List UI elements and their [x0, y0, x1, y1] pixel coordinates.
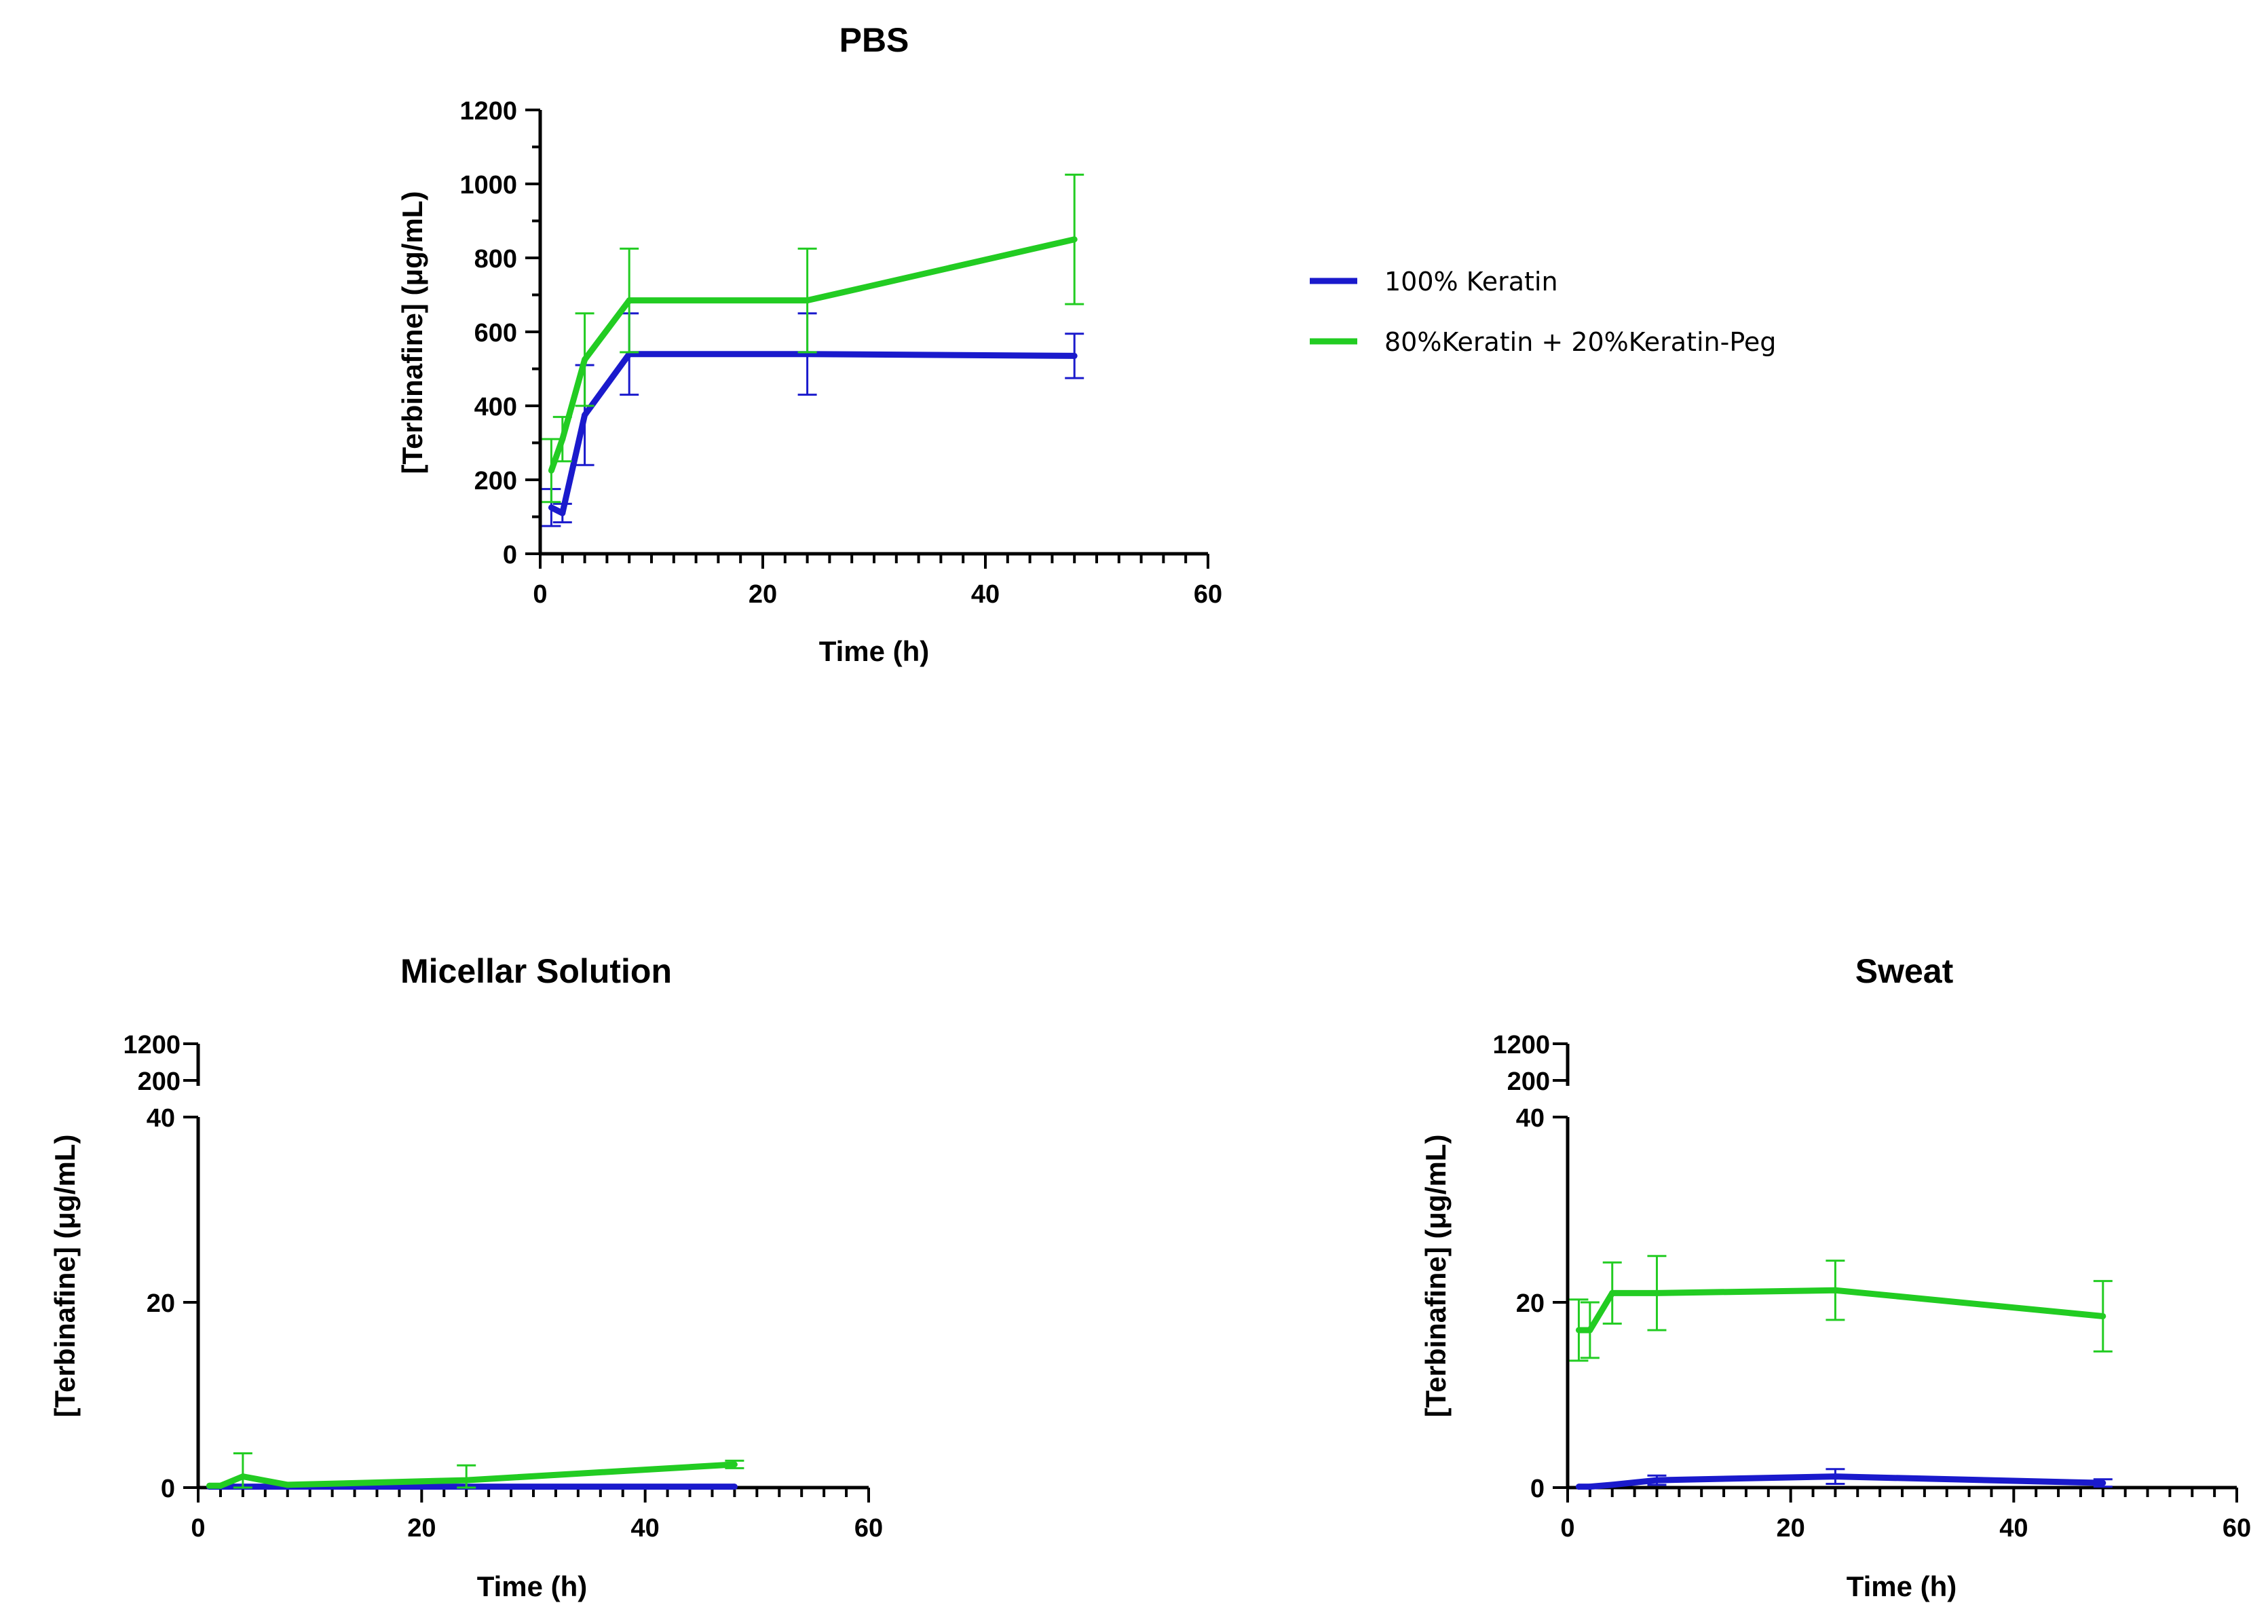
data-point	[804, 297, 811, 304]
x-tick-label: 20	[407, 1514, 436, 1543]
y-tick-label: 40	[147, 1104, 175, 1133]
x-tick-label: 20	[1777, 1514, 1805, 1543]
data-point	[548, 504, 554, 511]
x-tick-label: 0	[533, 580, 547, 609]
y-tick-label: 20	[1516, 1289, 1545, 1318]
x-tick-label: 40	[1999, 1514, 2028, 1543]
data-point	[284, 1481, 291, 1488]
x-tick-label: 0	[191, 1514, 205, 1543]
y-break-tick-label: 200	[1507, 1068, 1550, 1096]
x-tick-label: 60	[2223, 1514, 2251, 1543]
chart-title-sweat: Sweat	[1855, 952, 1954, 990]
series-pbs-0	[542, 312, 1084, 527]
series-sweat-0	[1575, 1468, 2113, 1490]
data-point	[1832, 1473, 1838, 1480]
plot-sweat: 0 20 40 60 0 20 40 1200 200	[1492, 1031, 2251, 1543]
data-point	[2100, 1479, 2106, 1486]
legend: 100% Keratin 80%Keratin + 20%Keratin-Peg	[1310, 267, 1776, 357]
data-point	[731, 1461, 738, 1468]
xlabel-sweat: Time (h)	[1847, 1570, 1957, 1602]
data-point	[1575, 1484, 1582, 1490]
xlabel-pbs: Time (h)	[819, 635, 930, 667]
chart-title-micellar: Micellar Solution	[400, 952, 672, 990]
y-tick-label: 400	[474, 393, 517, 421]
y-tick-label: 600	[474, 319, 517, 347]
data-point	[582, 412, 588, 419]
plot-micellar: 0 20 40 60 0 20 40 1200 200	[123, 1031, 883, 1543]
y-tick-label: 20	[147, 1289, 175, 1318]
ylabel-sweat: [Terbinafine] (μg/mL)	[1420, 1135, 1452, 1418]
data-point	[1653, 1477, 1660, 1484]
data-point	[240, 1473, 246, 1480]
data-point	[1653, 1289, 1660, 1296]
legend-label-keratin-peg: 80%Keratin + 20%Keratin-Peg	[1384, 327, 1776, 357]
legend-label-keratin: 100% Keratin	[1384, 267, 1558, 297]
data-point	[1071, 352, 1078, 359]
x-tick-label: 60	[1194, 580, 1222, 609]
y-break-tick-label: 1200	[1492, 1031, 1550, 1059]
data-point	[1575, 1327, 1582, 1334]
data-point	[463, 1477, 470, 1484]
x-tick-label: 40	[971, 580, 1000, 609]
y-tick-label: 1200	[459, 97, 517, 126]
data-point	[559, 510, 566, 516]
data-point	[626, 297, 632, 304]
series-sweat-1	[1569, 1255, 2113, 1362]
data-point	[1071, 236, 1078, 243]
ylabel-micellar: [Terbinafine] (μg/mL)	[49, 1135, 81, 1418]
data-point	[1587, 1484, 1593, 1490]
xlabel-micellar: Time (h)	[477, 1570, 588, 1602]
series-pbs-1	[542, 173, 1084, 504]
x-tick-label: 40	[631, 1514, 660, 1543]
y-tick-label: 0	[1530, 1475, 1545, 1503]
data-point	[206, 1482, 212, 1489]
series-line	[548, 236, 1076, 472]
x-tick-label: 20	[749, 580, 777, 609]
y-tick-label: 0	[161, 1475, 175, 1503]
y-break-tick-label: 200	[138, 1068, 181, 1096]
data-point	[1832, 1287, 1838, 1293]
ylabel-pbs: [Terbinafine] (μg/mL)	[396, 191, 428, 474]
x-tick-label: 60	[854, 1514, 883, 1543]
y-tick-label: 200	[474, 467, 517, 495]
data-point	[217, 1482, 224, 1489]
y-break-tick-label: 1200	[123, 1031, 181, 1059]
y-tick-label: 0	[503, 541, 517, 569]
y-tick-label: 40	[1516, 1104, 1545, 1133]
chart-title-pbs: PBS	[839, 21, 909, 59]
data-point	[1609, 1289, 1616, 1296]
data-point	[2100, 1313, 2106, 1319]
x-tick-label: 0	[1560, 1514, 1574, 1543]
data-point	[548, 467, 554, 474]
series-micellar-1	[206, 1452, 744, 1489]
data-point	[1609, 1481, 1616, 1488]
data-point	[1587, 1327, 1593, 1334]
y-tick-label: 800	[474, 245, 517, 273]
y-tick-label: 1000	[459, 171, 517, 200]
data-point	[559, 436, 566, 442]
data-point	[582, 356, 588, 363]
data-point	[731, 1484, 738, 1490]
